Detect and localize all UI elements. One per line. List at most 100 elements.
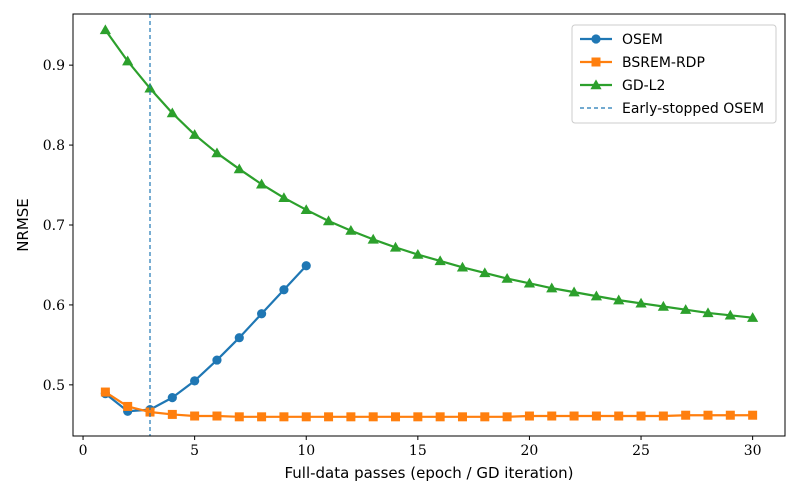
data-point-gd-l2: [278, 192, 290, 203]
data-point-bsrem-rdp: [145, 407, 155, 417]
data-point-bsrem-rdp: [502, 412, 512, 422]
legend-marker: [591, 34, 601, 44]
data-point-gd-l2: [479, 267, 491, 278]
data-point-bsrem-rdp: [547, 411, 557, 421]
x-axis-label: Full-data passes (epoch / GD iteration): [284, 464, 573, 482]
series-gd-l2: [99, 24, 759, 322]
legend-label: Early-stopped OSEM: [622, 101, 764, 117]
data-point-bsrem-rdp: [748, 410, 758, 420]
x-tick-label: 5: [190, 443, 199, 459]
series-bsrem-rdp: [100, 387, 758, 422]
data-point-bsrem-rdp: [123, 401, 133, 411]
data-point-gd-l2: [613, 294, 625, 305]
data-point-gd-l2: [702, 307, 714, 318]
data-point-gd-l2: [322, 215, 335, 226]
data-point-bsrem-rdp: [190, 411, 200, 421]
data-point-gd-l2: [166, 107, 178, 118]
legend-marker: [590, 79, 602, 90]
data-point-bsrem-rdp: [569, 411, 579, 421]
data-point-gd-l2: [367, 233, 379, 244]
legend-box: [571, 24, 777, 124]
data-point-osem: [167, 393, 177, 403]
legend-label: OSEM: [622, 32, 663, 48]
data-point-osem: [234, 333, 244, 343]
data-point-gd-l2: [300, 204, 312, 215]
series-line-gd-l2: [104, 29, 753, 319]
x-tick-label: 10: [297, 443, 315, 459]
data-point-gd-l2: [211, 147, 223, 158]
data-point-gd-l2: [501, 272, 513, 283]
data-point-bsrem-rdp: [413, 412, 423, 422]
data-point-bsrem-rdp: [681, 410, 691, 420]
plot-area: [99, 14, 759, 436]
data-point-bsrem-rdp: [636, 411, 646, 421]
x-tick-label: 25: [632, 443, 650, 459]
legend-item-gd-l2: GD-L2: [580, 78, 665, 94]
data-point-gd-l2: [747, 312, 759, 322]
data-point-bsrem-rdp: [368, 412, 378, 422]
legend: OSEM BSREM-RDP GD-L2 Early-stopped OSEM: [571, 24, 777, 124]
data-point-bsrem-rdp: [212, 411, 222, 421]
data-point-bsrem-rdp: [703, 410, 713, 420]
legend-marker: [591, 57, 601, 67]
series-layer: [99, 24, 759, 422]
data-point-osem: [257, 309, 267, 319]
data-point-bsrem-rdp: [480, 412, 490, 422]
legend-label: GD-L2: [622, 78, 665, 94]
series-osem: [100, 261, 311, 416]
y-axis-label: NRMSE: [14, 198, 32, 252]
y-tick-label: 0.7: [43, 218, 65, 234]
x-tick-label: 20: [521, 443, 539, 459]
data-point-osem: [190, 376, 200, 386]
legend-item-osem: OSEM: [580, 32, 663, 48]
data-point-bsrem-rdp: [457, 412, 467, 422]
y-tick-label: 0.5: [43, 378, 65, 394]
data-point-osem: [279, 285, 289, 295]
data-point-bsrem-rdp: [524, 411, 534, 421]
data-point-bsrem-rdp: [167, 409, 177, 419]
data-point-gd-l2: [99, 24, 111, 35]
y-tick-label: 0.8: [43, 138, 65, 154]
series-line-bsrem-rdp: [104, 391, 753, 418]
data-point-bsrem-rdp: [614, 411, 624, 421]
x-tick-label: 15: [409, 443, 427, 459]
data-point-gd-l2: [546, 282, 558, 293]
data-point-bsrem-rdp: [391, 412, 401, 422]
data-point-gd-l2: [189, 129, 201, 139]
y-tick-label: 0.6: [43, 298, 65, 314]
data-point-bsrem-rdp: [100, 387, 110, 397]
series-line-osem: [104, 265, 308, 413]
legend-item-bsrem-rdp: BSREM-RDP: [580, 55, 705, 71]
x-tick-label: 30: [744, 443, 762, 459]
data-point-bsrem-rdp: [658, 411, 668, 421]
data-point-bsrem-rdp: [435, 412, 445, 422]
data-point-bsrem-rdp: [324, 412, 334, 422]
data-point-gd-l2: [434, 255, 446, 266]
data-point-gd-l2: [523, 277, 536, 288]
data-point-osem: [301, 261, 311, 271]
y-tick-label: 0.9: [43, 58, 65, 74]
data-point-bsrem-rdp: [346, 412, 356, 422]
data-point-gd-l2: [456, 261, 469, 272]
data-point-gd-l2: [635, 297, 647, 308]
data-point-gd-l2: [233, 163, 245, 174]
data-point-bsrem-rdp: [234, 412, 244, 422]
data-point-bsrem-rdp: [279, 412, 289, 422]
y-axis-ticks: 0.5 0.6 0.7 0.8 0.9: [43, 58, 73, 394]
data-point-gd-l2: [345, 224, 357, 235]
data-point-gd-l2: [256, 178, 268, 189]
x-tick-label: 0: [79, 443, 88, 459]
data-point-gd-l2: [122, 55, 134, 66]
data-point-gd-l2: [590, 290, 602, 301]
data-point-gd-l2: [657, 300, 669, 311]
data-point-osem: [212, 355, 222, 365]
legend-item-early-stopped-osem: Early-stopped OSEM: [580, 101, 764, 117]
data-point-gd-l2: [389, 241, 402, 252]
data-point-gd-l2: [724, 309, 736, 320]
data-point-bsrem-rdp: [591, 411, 601, 421]
data-point-gd-l2: [568, 286, 580, 297]
x-axis-ticks: 0 5 10 15 20 25 30: [79, 436, 762, 459]
data-point-bsrem-rdp: [301, 412, 311, 422]
data-point-bsrem-rdp: [725, 410, 735, 420]
